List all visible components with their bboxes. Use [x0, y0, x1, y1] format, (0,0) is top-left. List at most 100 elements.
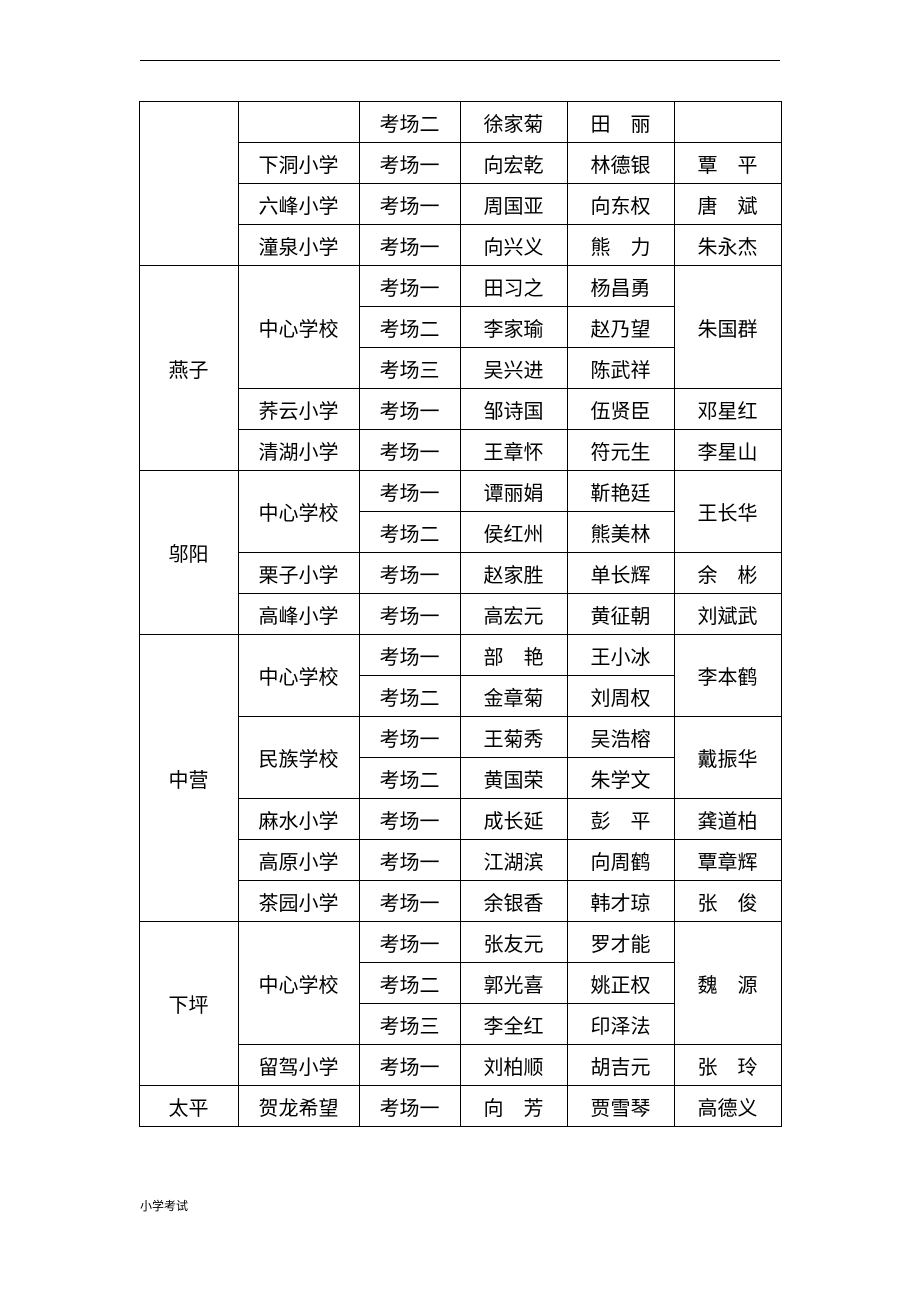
name-cell: 向宏乾: [460, 143, 567, 184]
page-footer: 小学考试: [140, 1197, 920, 1214]
room-cell: 考场二: [359, 676, 460, 717]
name-cell: 李全红: [460, 1004, 567, 1045]
school-cell: 麻水小学: [238, 799, 359, 840]
name-cell: 余 彬: [674, 553, 781, 594]
room-cell: 考场一: [359, 553, 460, 594]
name-cell: 朱国群: [674, 266, 781, 389]
document-page: 考场二 徐家菊 田 丽 下洞小学 考场一 向宏乾 林德银 覃 平 六峰小学 考场…: [0, 0, 920, 1254]
name-cell: 陈武祥: [567, 348, 674, 389]
room-cell: 考场一: [359, 635, 460, 676]
school-cell: 中心学校: [238, 266, 359, 389]
table-row: 考场二 徐家菊 田 丽: [139, 102, 781, 143]
name-cell: 向兴义: [460, 225, 567, 266]
region-cell: 太平: [139, 1086, 238, 1127]
school-cell: 中心学校: [238, 635, 359, 717]
name-cell: 李星山: [674, 430, 781, 471]
school-cell: 茶园小学: [238, 881, 359, 922]
name-cell: 符元生: [567, 430, 674, 471]
name-cell: 吴兴进: [460, 348, 567, 389]
room-cell: 考场一: [359, 881, 460, 922]
school-cell: 下洞小学: [238, 143, 359, 184]
name-cell: 向周鹤: [567, 840, 674, 881]
school-cell: [238, 102, 359, 143]
name-cell: 李家瑜: [460, 307, 567, 348]
school-cell: 栗子小学: [238, 553, 359, 594]
school-cell: 高原小学: [238, 840, 359, 881]
room-cell: 考场一: [359, 1086, 460, 1127]
school-cell: 民族学校: [238, 717, 359, 799]
name-cell: 姚正权: [567, 963, 674, 1004]
name-cell: 张 俊: [674, 881, 781, 922]
room-cell: 考场一: [359, 266, 460, 307]
name-cell: 单长辉: [567, 553, 674, 594]
name-cell: 郭光喜: [460, 963, 567, 1004]
name-cell: 侯红州: [460, 512, 567, 553]
room-cell: 考场一: [359, 1045, 460, 1086]
region-cell: 燕子: [139, 266, 238, 471]
name-cell: 魏 源: [674, 922, 781, 1045]
name-cell: 罗才能: [567, 922, 674, 963]
name-cell: 江湖滨: [460, 840, 567, 881]
region-cell: 邬阳: [139, 471, 238, 635]
name-cell: 向 芳: [460, 1086, 567, 1127]
room-cell: 考场一: [359, 184, 460, 225]
school-cell: 贺龙希望: [238, 1086, 359, 1127]
room-cell: 考场二: [359, 512, 460, 553]
name-cell: 杨昌勇: [567, 266, 674, 307]
school-cell: 六峰小学: [238, 184, 359, 225]
name-cell: 韩才琼: [567, 881, 674, 922]
school-cell: 中心学校: [238, 922, 359, 1045]
name-cell: 周国亚: [460, 184, 567, 225]
name-cell: 刘周权: [567, 676, 674, 717]
name-cell: 龚道柏: [674, 799, 781, 840]
room-cell: 考场一: [359, 594, 460, 635]
school-cell: 高峰小学: [238, 594, 359, 635]
room-cell: 考场二: [359, 102, 460, 143]
name-cell: 部 艳: [460, 635, 567, 676]
name-cell: 彭 平: [567, 799, 674, 840]
region-cell: 中营: [139, 635, 238, 922]
room-cell: 考场三: [359, 1004, 460, 1045]
school-cell: 留驾小学: [238, 1045, 359, 1086]
school-cell: 中心学校: [238, 471, 359, 553]
room-cell: 考场二: [359, 758, 460, 799]
name-cell: 王章怀: [460, 430, 567, 471]
name-cell: 贾雪琴: [567, 1086, 674, 1127]
name-cell: 胡吉元: [567, 1045, 674, 1086]
name-cell: 林德银: [567, 143, 674, 184]
table-row: 邬阳 中心学校 考场一 谭丽娟 靳艳廷 王长华: [139, 471, 781, 512]
name-cell: 王菊秀: [460, 717, 567, 758]
school-cell: 潼泉小学: [238, 225, 359, 266]
name-cell: 黄国荣: [460, 758, 567, 799]
name-cell: 徐家菊: [460, 102, 567, 143]
name-cell: 张 玲: [674, 1045, 781, 1086]
table-row: 中营 中心学校 考场一 部 艳 王小冰 李本鹤: [139, 635, 781, 676]
name-cell: 黄征朝: [567, 594, 674, 635]
name-cell: 朱永杰: [674, 225, 781, 266]
room-cell: 考场一: [359, 922, 460, 963]
room-cell: 考场二: [359, 963, 460, 1004]
room-cell: 考场一: [359, 840, 460, 881]
room-cell: 考场一: [359, 717, 460, 758]
name-cell: 伍贤臣: [567, 389, 674, 430]
name-cell: 赵乃望: [567, 307, 674, 348]
name-cell: 田习之: [460, 266, 567, 307]
table-row: 燕子 中心学校 考场一 田习之 杨昌勇 朱国群: [139, 266, 781, 307]
name-cell: 王小冰: [567, 635, 674, 676]
table-row: 下坪 中心学校 考场一 张友元 罗才能 魏 源: [139, 922, 781, 963]
name-cell: [674, 102, 781, 143]
name-cell: 余银香: [460, 881, 567, 922]
name-cell: 熊 力: [567, 225, 674, 266]
name-cell: 邓星红: [674, 389, 781, 430]
name-cell: 谭丽娟: [460, 471, 567, 512]
name-cell: 覃 平: [674, 143, 781, 184]
room-cell: 考场二: [359, 307, 460, 348]
name-cell: 吴浩榕: [567, 717, 674, 758]
region-cell: [139, 102, 238, 266]
room-cell: 考场一: [359, 430, 460, 471]
exam-room-table: 考场二 徐家菊 田 丽 下洞小学 考场一 向宏乾 林德银 覃 平 六峰小学 考场…: [139, 101, 782, 1127]
name-cell: 唐 斌: [674, 184, 781, 225]
name-cell: 向东权: [567, 184, 674, 225]
name-cell: 张友元: [460, 922, 567, 963]
name-cell: 田 丽: [567, 102, 674, 143]
